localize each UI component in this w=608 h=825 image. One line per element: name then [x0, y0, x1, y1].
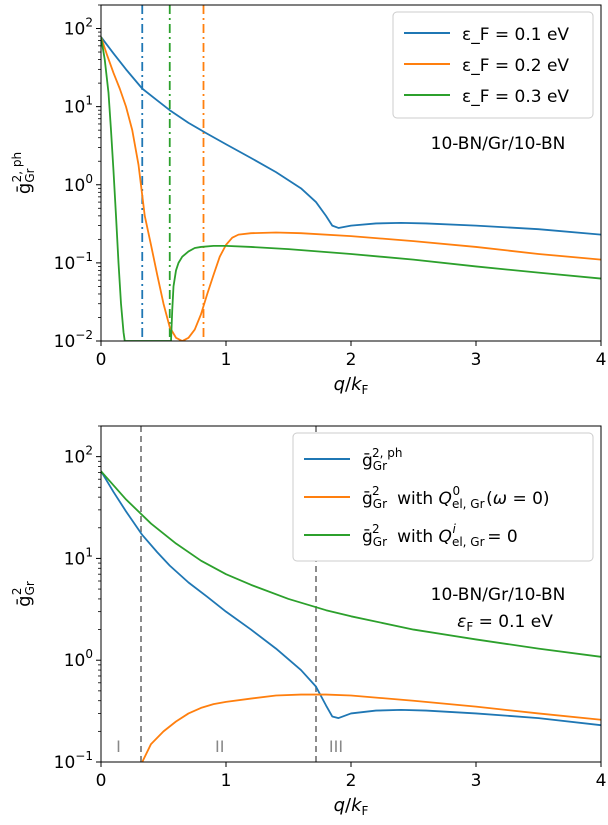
top-x-tick-label-0: 0 [96, 350, 107, 370]
top-y-tick-label-0: 10−2 [54, 328, 93, 352]
bot-y-tick-label-2: 101 [64, 545, 93, 569]
top-y-tick-label-3: 101 [64, 94, 93, 118]
bottom-legend: ḡGr2, ph ḡGr2 with Qel, Gr0 (ω = 0) ḡGr2 … [292, 432, 594, 562]
bottom-y-axis-label: ḡGr2 [10, 581, 37, 607]
bot-x-tick-label-0: 0 [96, 771, 107, 791]
bot-x-tick-label-1: 1 [221, 771, 232, 791]
bottom-annotation-line-1: 10-BN/Gr/10-BN [431, 585, 566, 605]
region-label-2: III [329, 737, 343, 756]
bottom-legend-box [292, 432, 594, 562]
bottom-legend-label-1: ḡGr2 with Qel, Gr0 (ω = 0) [362, 484, 550, 511]
top-x-tick-label-2: 2 [346, 350, 357, 370]
bottom-legend-label-2: ḡGr2 with Qel, Gri = 0 [362, 522, 518, 549]
top-x-axis-label: q/kF [334, 374, 369, 397]
top-panel: 0 1 2 3 4 10−2 10−1 100 101 102 q/kF ḡGr2, ph ε_F… [10, 4, 607, 397]
bot-series-line-0 [101, 470, 601, 727]
region-label-1: II [215, 737, 224, 756]
bot-x-tick-label-3: 3 [471, 771, 482, 791]
bot-x-tick-label-4: 4 [596, 771, 607, 791]
top-legend: ε_F = 0.1 eV ε_F = 0.2 eV ε_F = 0.3 eV [392, 11, 594, 119]
top-legend-label-1: ε_F = 0.2 eV [462, 56, 569, 76]
bot-y-tick-label-1: 100 [64, 647, 93, 671]
bot-x-tick-label-2: 2 [346, 771, 357, 791]
top-legend-label-2: ε_F = 0.3 eV [462, 87, 569, 107]
top-series-line-2 [101, 36, 601, 341]
bottom-legend-label-0: ḡGr2, ph [362, 446, 403, 473]
top-series-line-1 [101, 36, 601, 341]
top-annotation: 10-BN/Gr/10-BN [431, 134, 566, 154]
top-y-tick-label-1: 10−1 [54, 250, 93, 274]
top-y-tick-label-2: 100 [64, 172, 93, 196]
top-y-axis-label: ḡGr2, ph [10, 152, 37, 194]
top-x-tick-label-3: 3 [471, 350, 482, 370]
top-legend-box [392, 11, 594, 119]
bot-y-tick-label-0: 10−1 [54, 749, 93, 773]
bottom-annotation-line-2: εF = 0.1 eV [457, 612, 553, 634]
top-series-line-0 [101, 36, 601, 236]
top-x-tick-label-4: 4 [596, 350, 607, 370]
top-y-tick-label-4: 102 [64, 16, 93, 40]
bottom-x-axis-label: q/kF [334, 795, 369, 818]
top-x-tick-label-1: 1 [221, 350, 232, 370]
region-label-0: I [116, 737, 121, 756]
bot-y-tick-label-3: 102 [64, 444, 93, 468]
top-legend-label-0: ε_F = 0.1 eV [462, 25, 569, 45]
bot-series-line-2 [101, 470, 601, 658]
bot-series-line-1 [141, 693, 601, 762]
